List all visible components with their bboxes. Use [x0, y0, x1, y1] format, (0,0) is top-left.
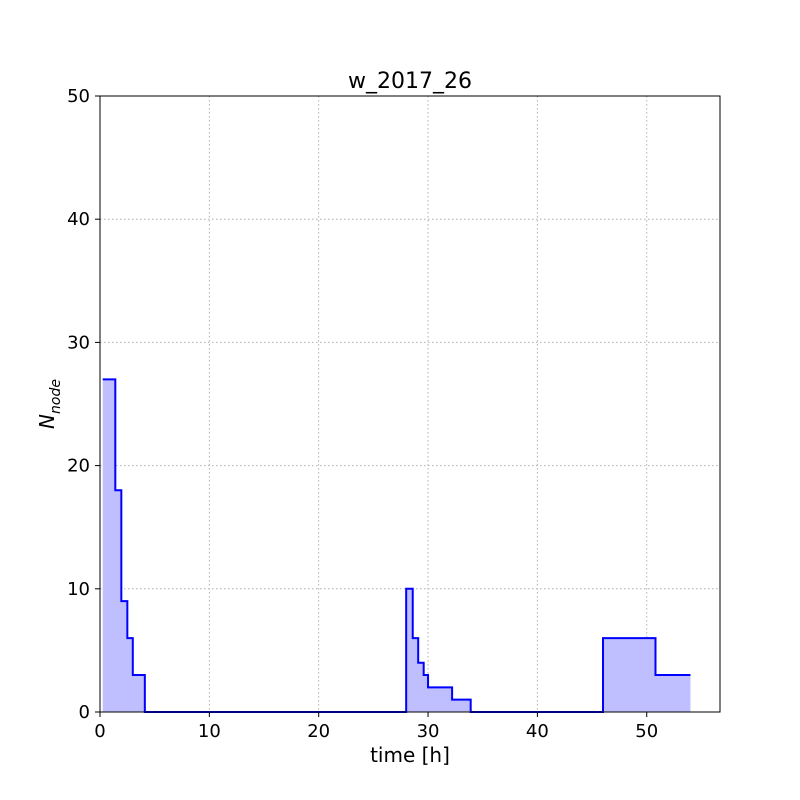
chart-title: w_2017_26 [348, 69, 472, 94]
y-tick-label: 20 [67, 456, 90, 477]
y-tick-label: 50 [67, 86, 90, 107]
x-axis-label: time [h] [370, 743, 450, 767]
x-tick-label: 20 [307, 721, 330, 742]
y-tick-label: 30 [67, 332, 90, 353]
x-tick-label: 50 [635, 721, 658, 742]
y-axis-label-subscript: node [48, 379, 64, 414]
series-area-fill [102, 379, 691, 712]
y-tick-label: 0 [79, 702, 90, 723]
y-axis-label: Nnode [35, 379, 64, 429]
y-tick-label: 10 [67, 579, 90, 600]
plot-frame [99, 95, 721, 713]
y-axis-label-main: N [35, 414, 59, 429]
x-tick-label: 0 [94, 721, 105, 742]
y-tick-label: 40 [67, 209, 90, 230]
x-tick-label: 30 [417, 721, 440, 742]
x-tick-label: 40 [526, 721, 549, 742]
axis-ticks: 0 10 20 30 40 50 0 10 20 30 40 50 [67, 86, 658, 742]
x-tick-label: 10 [198, 721, 221, 742]
series-step-line [102, 378, 691, 713]
